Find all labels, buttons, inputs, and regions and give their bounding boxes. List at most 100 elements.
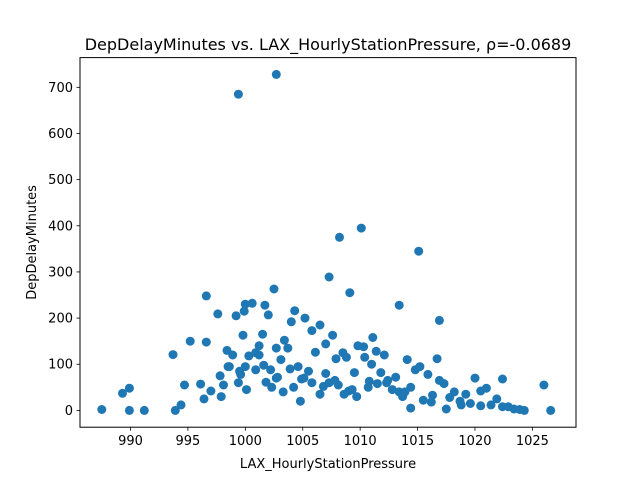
data-point <box>331 354 341 364</box>
data-point <box>330 375 340 385</box>
data-point <box>415 362 425 372</box>
data-point <box>170 405 180 415</box>
data-point <box>168 350 178 360</box>
chart-title: DepDelayMinutes vs. LAX_HourlyStationPre… <box>85 35 572 55</box>
data-point <box>363 382 373 392</box>
plot-area <box>97 69 556 415</box>
data-point <box>546 405 556 415</box>
data-point <box>434 375 444 385</box>
data-point <box>341 352 351 362</box>
y-tick-label: 700 <box>48 81 73 96</box>
data-point <box>259 360 269 370</box>
data-point <box>295 396 305 406</box>
data-point <box>321 339 331 349</box>
data-point <box>372 379 382 389</box>
data-point <box>367 359 377 369</box>
data-point <box>266 365 276 375</box>
data-point <box>201 291 211 301</box>
data-point <box>124 405 134 415</box>
data-point <box>228 350 238 360</box>
y-tick-label: 400 <box>48 219 73 234</box>
data-point <box>290 306 300 316</box>
data-point <box>240 299 250 309</box>
data-point <box>449 387 459 397</box>
data-point <box>414 246 424 256</box>
data-point <box>240 362 250 372</box>
y-tick-label: 100 <box>48 358 73 373</box>
data-point <box>263 310 273 320</box>
data-point <box>434 315 444 325</box>
y-tick-label: 0 <box>65 404 73 419</box>
data-point <box>176 400 186 410</box>
data-point <box>254 341 264 351</box>
x-tick-label: 1010 <box>344 434 377 449</box>
data-point <box>379 350 389 360</box>
data-point <box>269 284 279 294</box>
data-point <box>428 390 437 400</box>
data-point <box>461 389 471 399</box>
data-point <box>271 373 281 383</box>
data-point <box>267 382 277 392</box>
data-point <box>283 343 293 353</box>
x-tick-label: 990 <box>118 434 143 449</box>
data-point <box>486 400 496 410</box>
x-tick-label: 995 <box>176 434 201 449</box>
x-axis: 990 995 1000 1005 1010 1015 1020 1025 <box>118 427 549 449</box>
x-tick-label: 1020 <box>458 434 491 449</box>
data-point <box>359 342 369 352</box>
data-point <box>492 394 502 404</box>
x-tick-label: 1005 <box>286 434 319 449</box>
data-point <box>304 366 313 376</box>
data-point <box>289 382 299 392</box>
data-point <box>260 300 270 310</box>
data-point <box>310 347 320 357</box>
data-point <box>456 400 466 410</box>
data-point <box>219 380 228 390</box>
data-point <box>242 385 251 395</box>
data-point <box>402 355 412 365</box>
data-point <box>356 223 366 233</box>
data-point <box>180 380 189 390</box>
data-point <box>423 369 433 379</box>
y-tick-label: 600 <box>48 127 73 142</box>
data-point <box>244 351 254 361</box>
data-point <box>519 405 529 415</box>
data-point <box>97 405 107 414</box>
data-point <box>387 385 397 395</box>
data-point <box>539 380 549 390</box>
y-tick-label: 500 <box>48 173 73 188</box>
data-point <box>293 362 303 372</box>
y-tick-label: 300 <box>48 265 73 280</box>
y-axis-label: DepDelayMinutes <box>25 185 40 300</box>
data-point <box>213 309 223 319</box>
data-point <box>394 300 404 310</box>
x-tick-label: 1015 <box>401 434 434 449</box>
data-point <box>349 368 359 378</box>
data-point <box>400 387 410 397</box>
data-point <box>360 352 370 362</box>
data-point <box>345 288 355 298</box>
data-point <box>233 378 243 388</box>
data-point <box>118 388 127 398</box>
data-point <box>376 368 386 378</box>
data-point <box>335 232 344 242</box>
data-point <box>276 355 286 365</box>
data-point <box>426 397 436 407</box>
data-point <box>307 326 317 336</box>
data-point <box>201 337 211 347</box>
data-point <box>347 385 357 395</box>
data-point <box>368 333 378 342</box>
data-point <box>124 383 134 393</box>
data-point <box>465 399 475 408</box>
data-point <box>476 401 486 411</box>
data-point <box>278 387 288 397</box>
data-point <box>321 369 331 378</box>
data-point <box>470 373 480 383</box>
data-point <box>315 320 325 330</box>
data-point <box>315 389 325 399</box>
data-point <box>139 405 149 415</box>
data-point <box>233 89 243 99</box>
data-point <box>382 378 392 388</box>
